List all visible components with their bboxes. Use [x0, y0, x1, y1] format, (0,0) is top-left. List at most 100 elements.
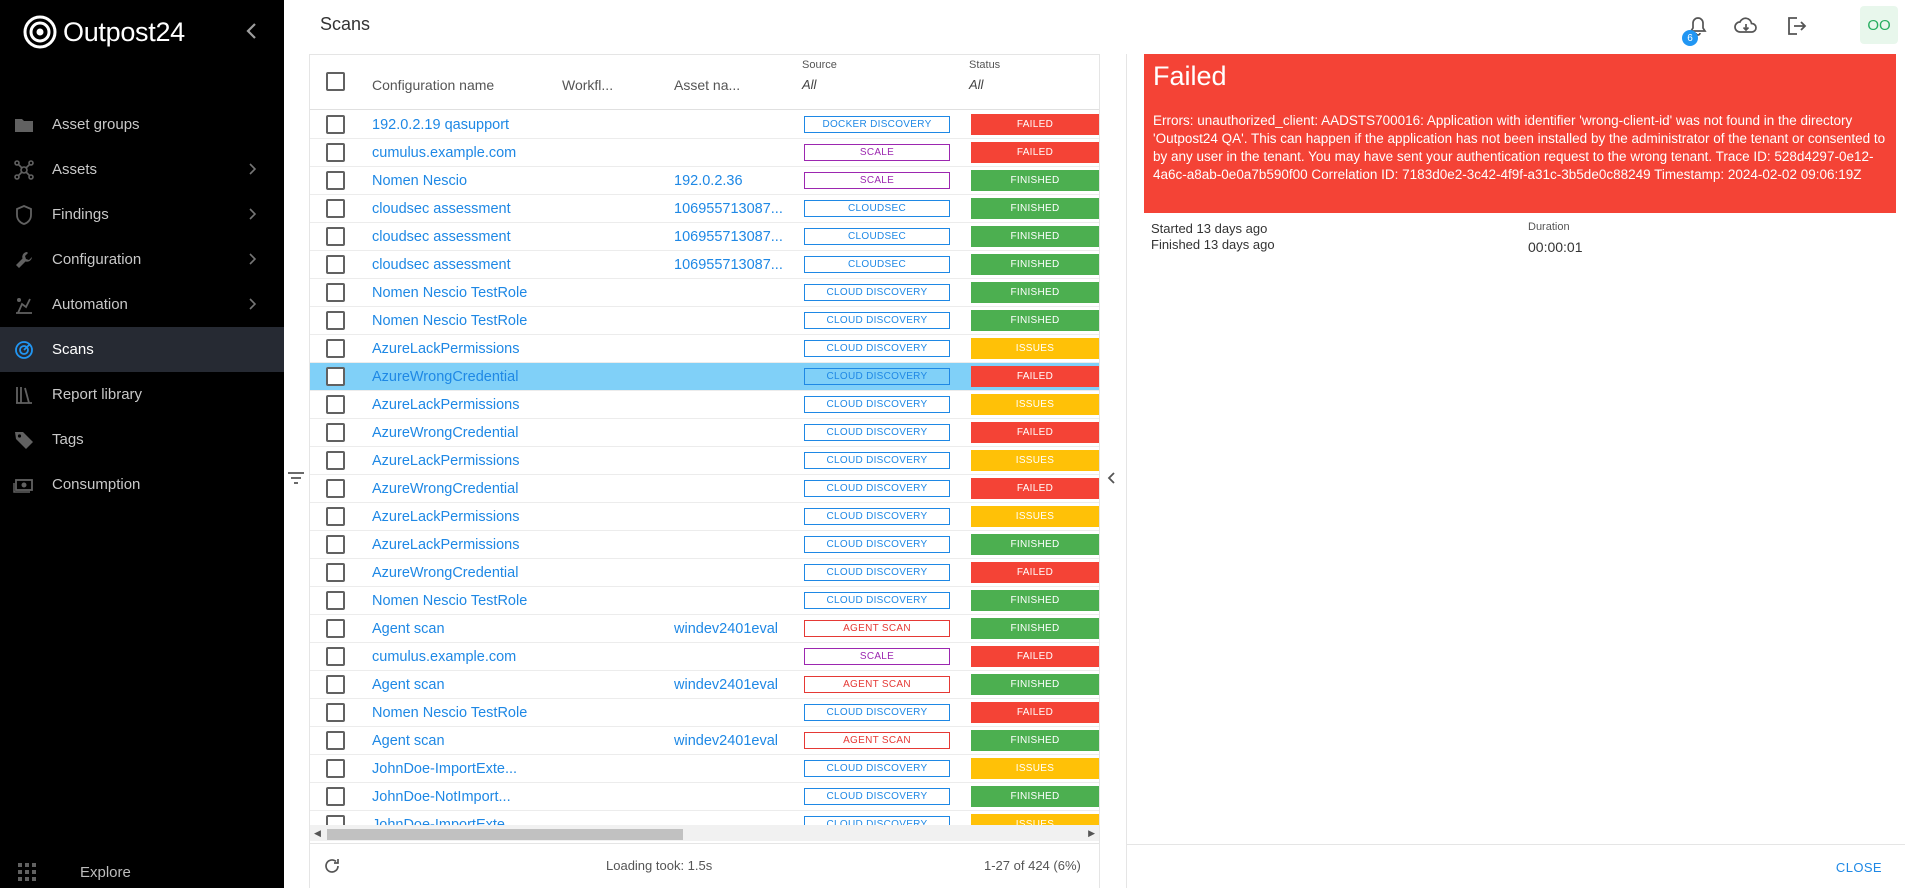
configuration-name-link[interactable]: Nomen Nescio TestRole [372, 593, 528, 609]
table-row[interactable]: Agent scan windev2401eval AGENT SCAN FINISH… [310, 615, 1099, 643]
status-filter[interactable]: All [969, 77, 984, 92]
configuration-name-link[interactable]: Nomen Nescio TestRole [372, 285, 528, 301]
row-checkbox[interactable] [326, 283, 345, 302]
configuration-name-link[interactable]: JohnDoe-NotImport... [372, 789, 511, 805]
table-row[interactable]: AzureWrongCredential CLOUD DISCOVERY FAILE… [310, 419, 1099, 447]
table-row[interactable]: cloudsec assessment 106955713087... CLOUDS… [310, 195, 1099, 223]
configuration-name-link[interactable]: Agent scan [372, 677, 445, 693]
sidebar-item-automation[interactable]: Automation [0, 282, 284, 327]
row-checkbox[interactable] [326, 675, 345, 694]
cloud-download-button[interactable] [1732, 12, 1760, 40]
configuration-name-link[interactable]: JohnDoe-ImportExte... [372, 761, 518, 777]
user-avatar[interactable]: OO [1860, 6, 1898, 44]
refresh-icon[interactable] [322, 856, 342, 876]
table-row[interactable]: cumulus.example.com SCALE FAILED [310, 139, 1099, 167]
configuration-name-link[interactable]: Agent scan [372, 621, 445, 637]
table-row[interactable]: Nomen Nescio 192.0.2.36 SCALE FINISHED [310, 167, 1099, 195]
collapse-sidebar-icon[interactable] [240, 19, 264, 43]
table-row[interactable]: cloudsec assessment 106955713087... CLOUDS… [310, 223, 1099, 251]
row-checkbox[interactable] [326, 731, 345, 750]
sidebar-item-report-library[interactable]: Report library [0, 372, 284, 417]
configuration-name-link[interactable]: Agent scan [372, 733, 445, 749]
configuration-name-link[interactable]: AzureLackPermissions [372, 509, 520, 525]
configuration-name-link[interactable]: cumulus.example.com [372, 649, 517, 665]
app-logo[interactable]: Outpost24 [23, 14, 185, 50]
table-row[interactable]: AzureLackPermissions CLOUD DISCOVERY FINIS… [310, 531, 1099, 559]
configuration-name-link[interactable]: cloudsec assessment [372, 257, 511, 273]
row-checkbox[interactable] [326, 143, 345, 162]
sidebar-item-asset-groups[interactable]: Asset groups [0, 102, 284, 147]
sidebar-item-assets[interactable]: Assets [0, 147, 284, 192]
sidebar-item-scans[interactable]: Scans [0, 327, 284, 372]
table-row[interactable]: Agent scan windev2401eval AGENT SCAN FINISH… [310, 727, 1099, 755]
source-filter[interactable]: All [802, 77, 817, 92]
explore-button[interactable]: Explore [0, 850, 284, 888]
column-header-asset-name[interactable]: Asset na... [674, 77, 741, 93]
scroll-right-icon[interactable]: ▶ [1088, 828, 1095, 838]
row-checkbox[interactable] [326, 591, 345, 610]
table-row[interactable]: Nomen Nescio TestRole CLOUD DISCOVERY FAIL… [310, 699, 1099, 727]
column-header-workflow[interactable]: Workfl... [562, 77, 614, 93]
row-checkbox[interactable] [326, 339, 345, 358]
configuration-name-link[interactable]: Nomen Nescio [372, 173, 468, 189]
configuration-name-link[interactable]: AzureWrongCredential [372, 425, 519, 441]
table-row[interactable]: AzureWrongCredential CLOUD DISCOVERY FAILE… [310, 559, 1099, 587]
table-row[interactable]: AzureLackPermissions CLOUD DISCOVERY ISSUE… [310, 335, 1099, 363]
configuration-name-link[interactable]: Nomen Nescio TestRole [372, 705, 528, 721]
row-checkbox[interactable] [326, 171, 345, 190]
sidebar-item-tags[interactable]: Tags [0, 417, 284, 462]
logout-button[interactable] [1782, 12, 1810, 40]
row-checkbox[interactable] [326, 451, 345, 470]
configuration-name-link[interactable]: cloudsec assessment [372, 201, 511, 217]
asset-name-link[interactable]: 106955713087... [674, 201, 783, 217]
row-checkbox[interactable] [326, 479, 345, 498]
row-checkbox[interactable] [326, 535, 345, 554]
configuration-name-link[interactable]: cumulus.example.com [372, 145, 517, 161]
configuration-name-link[interactable]: Nomen Nescio TestRole [372, 313, 528, 329]
row-checkbox[interactable] [326, 787, 345, 806]
row-checkbox[interactable] [326, 255, 345, 274]
row-checkbox[interactable] [326, 703, 345, 722]
asset-name-link[interactable]: 106955713087... [674, 257, 783, 273]
configuration-name-link[interactable]: AzureLackPermissions [372, 341, 520, 357]
select-all-checkbox[interactable] [326, 72, 345, 91]
configuration-name-link[interactable]: cloudsec assessment [372, 229, 511, 245]
close-button[interactable]: CLOSE [1835, 860, 1882, 875]
asset-name-link[interactable]: windev2401eval [674, 621, 778, 637]
configuration-name-link[interactable]: AzureLackPermissions [372, 453, 520, 469]
column-header-configuration-name[interactable]: Configuration name [372, 77, 495, 93]
table-row[interactable]: AzureWrongCredential CLOUD DISCOVERY FAILE… [310, 475, 1099, 503]
table-row[interactable]: AzureLackPermissions CLOUD DISCOVERY ISSUE… [310, 391, 1099, 419]
row-checkbox[interactable] [326, 563, 345, 582]
row-checkbox[interactable] [326, 311, 345, 330]
row-checkbox[interactable] [326, 395, 345, 414]
sidebar-item-configuration[interactable]: Configuration [0, 237, 284, 282]
table-row[interactable]: Nomen Nescio TestRole CLOUD DISCOVERY FINI… [310, 307, 1099, 335]
row-checkbox[interactable] [326, 647, 345, 666]
scroll-left-icon[interactable]: ◀ [314, 828, 321, 838]
table-row[interactable]: AzureLackPermissions CLOUD DISCOVERY ISSUE… [310, 447, 1099, 475]
row-checkbox[interactable] [326, 423, 345, 442]
configuration-name-link[interactable]: AzureWrongCredential [372, 369, 519, 385]
configuration-name-link[interactable]: 192.0.2.19 qasupport [372, 117, 510, 133]
row-checkbox[interactable] [326, 115, 345, 134]
row-checkbox[interactable] [326, 619, 345, 638]
configuration-name-link[interactable]: AzureLackPermissions [372, 537, 520, 553]
configuration-name-link[interactable]: AzureWrongCredential [372, 481, 519, 497]
filter-list-icon[interactable] [284, 466, 308, 490]
configuration-name-link[interactable]: AzureWrongCredential [372, 565, 519, 581]
sidebar-item-consumption[interactable]: Consumption [0, 462, 284, 507]
asset-name-link[interactable]: 106955713087... [674, 229, 783, 245]
table-row[interactable]: cloudsec assessment 106955713087... CLOUDS… [310, 251, 1099, 279]
row-checkbox[interactable] [326, 507, 345, 526]
scrollbar-thumb[interactable] [327, 829, 683, 840]
column-header-status[interactable]: Status [969, 59, 1001, 71]
row-checkbox[interactable] [326, 227, 345, 246]
row-checkbox[interactable] [326, 759, 345, 778]
table-row[interactable]: AzureLackPermissions CLOUD DISCOVERY ISSUE… [310, 503, 1099, 531]
notifications-button[interactable]: 6 [1682, 12, 1712, 46]
table-row[interactable]: JohnDoe-NotImport... CLOUD DISCOVERY FINIS… [310, 783, 1099, 811]
table-row[interactable]: 192.0.2.19 qasupport DOCKER DISCOVERY FAIL… [310, 111, 1099, 139]
table-row[interactable]: JohnDoe-ImportExte... CLOUD DISCOVERY ISSU… [310, 755, 1099, 783]
horizontal-scrollbar[interactable]: ◀ ▶ [310, 825, 1099, 841]
